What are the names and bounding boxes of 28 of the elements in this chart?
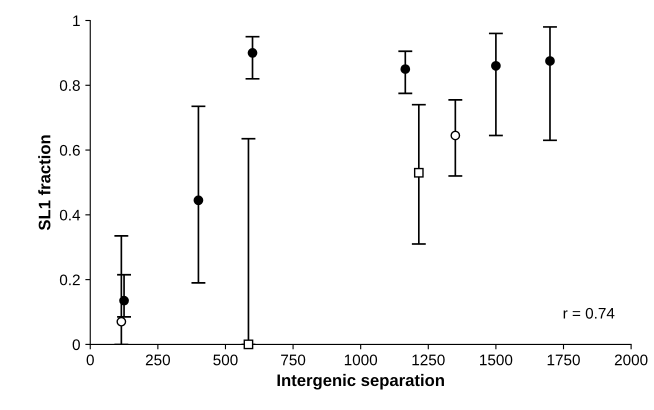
annotation: r = 0.74 — [564, 308, 614, 319]
x-tick-label: 1000 — [344, 354, 378, 366]
point — [491, 60, 501, 71]
point — [194, 195, 204, 206]
y-tick-label: 0.2 — [60, 274, 80, 286]
x-tick-label: 2000 — [614, 354, 648, 366]
x-tick-label: 250 — [146, 354, 170, 366]
y-tick-label: 0 — [72, 339, 80, 350]
y-tick-label: 0.8 — [60, 80, 80, 91]
point — [414, 168, 424, 178]
y-tick-label: 0.6 — [60, 144, 80, 156]
y-tick-label: 1 — [73, 16, 80, 26]
y-axis-title: SL1 fraction — [38, 135, 50, 230]
point — [119, 296, 129, 306]
x-tick-label: 1250 — [412, 354, 445, 366]
point — [545, 56, 555, 66]
point — [248, 48, 258, 58]
point — [400, 64, 410, 74]
x-tick-label: 500 — [213, 354, 238, 366]
x-tick-label: 1750 — [548, 354, 580, 366]
x-tick-label: 750 — [281, 354, 306, 366]
x-axis-title: Intergenic separation — [278, 374, 444, 390]
point — [244, 340, 254, 350]
x-tick-label: 0 — [86, 354, 94, 366]
point — [450, 130, 460, 140]
y-tick-label: 0.4 — [60, 210, 80, 221]
x-tick-label: 1500 — [480, 354, 512, 366]
point — [116, 316, 126, 327]
